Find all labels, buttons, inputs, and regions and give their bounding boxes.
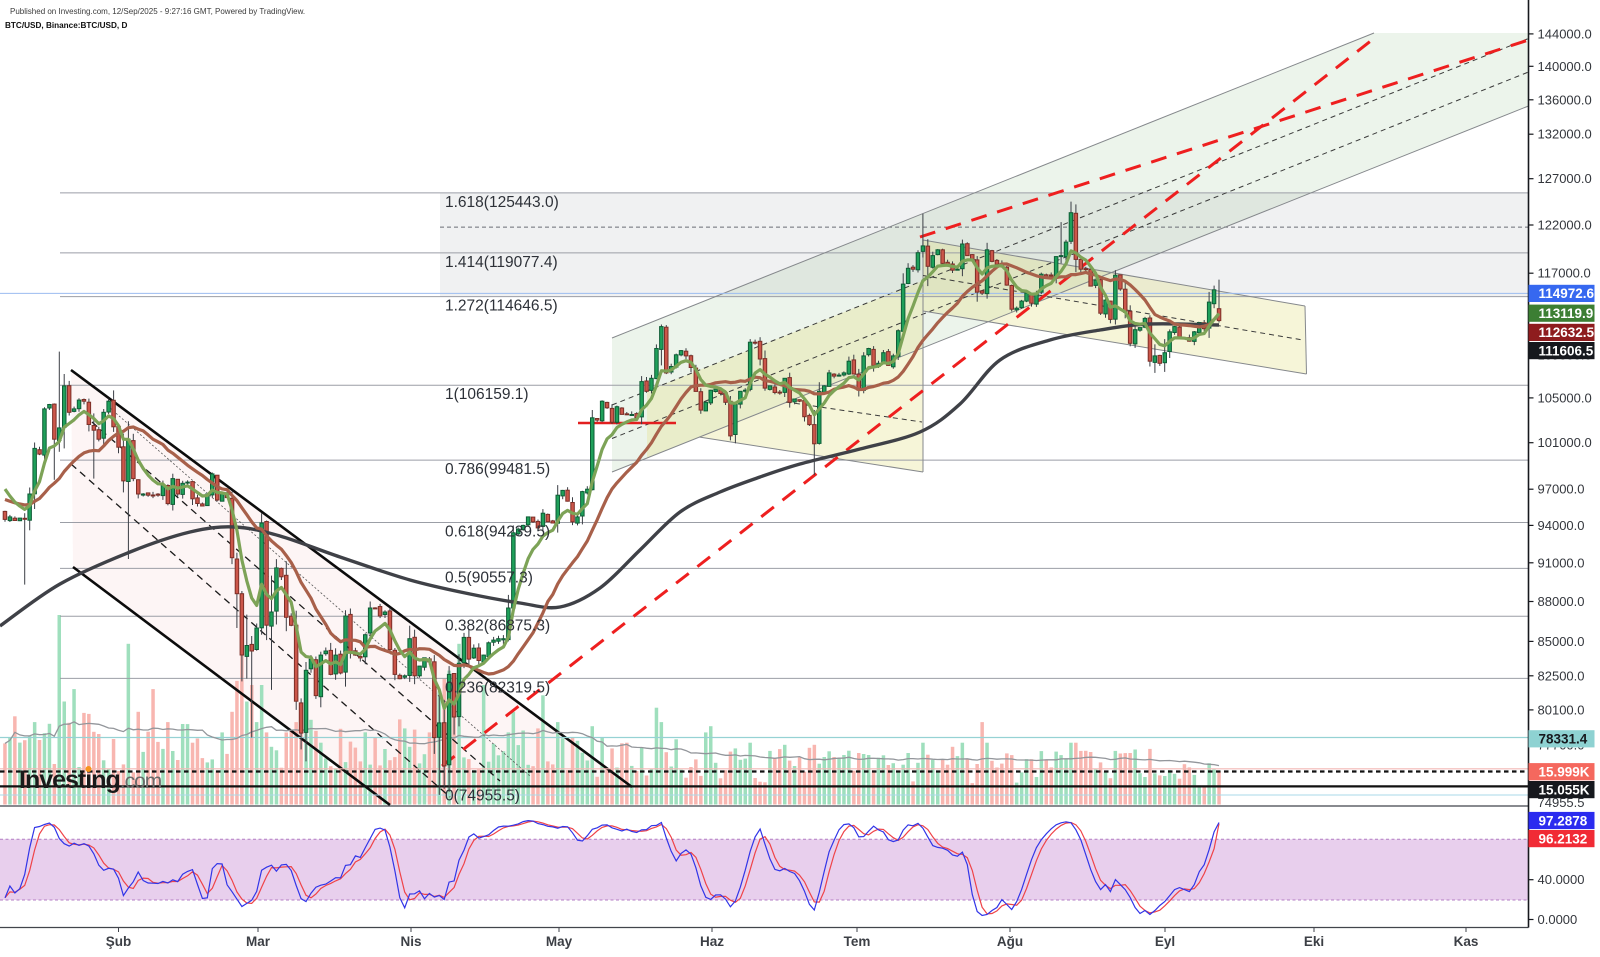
svg-text:105000.0: 105000.0: [1538, 390, 1592, 405]
svg-text:111606.5: 111606.5: [1539, 343, 1594, 358]
svg-text:82500.0: 82500.0: [1538, 668, 1585, 683]
svg-text:Published on Investing.com, 12: Published on Investing.com, 12/Sep/2025 …: [10, 7, 305, 16]
svg-text:0.236(82319.5): 0.236(82319.5): [445, 679, 550, 696]
svg-text:0.618(94239.5): 0.618(94239.5): [445, 524, 550, 541]
svg-text:0.382(86875.3): 0.382(86875.3): [445, 617, 550, 634]
svg-text:97.2878: 97.2878: [1539, 813, 1588, 828]
svg-text:96.2132: 96.2132: [1539, 831, 1588, 846]
svg-text:97000.0: 97000.0: [1538, 482, 1585, 497]
svg-text:101000.0: 101000.0: [1538, 435, 1592, 450]
svg-text:136000.0: 136000.0: [1538, 92, 1592, 107]
svg-text:85000.0: 85000.0: [1538, 634, 1585, 649]
svg-text:BTC/USD, Binance:BTC/USD, D: BTC/USD, Binance:BTC/USD, D: [5, 21, 127, 30]
svg-text:0(74955.5): 0(74955.5): [445, 787, 520, 804]
svg-text:144000.0: 144000.0: [1538, 26, 1592, 41]
svg-text:0.0000: 0.0000: [1538, 912, 1578, 927]
svg-text:78331.4: 78331.4: [1539, 732, 1588, 747]
svg-text:15.055K: 15.055K: [1539, 782, 1590, 797]
svg-text:1.272(114646.5): 1.272(114646.5): [445, 298, 558, 315]
svg-text:15.999K: 15.999K: [1539, 765, 1590, 780]
svg-text:1(106159.1): 1(106159.1): [445, 386, 529, 403]
svg-text:80100.0: 80100.0: [1538, 702, 1585, 717]
svg-text:122000.0: 122000.0: [1538, 218, 1592, 233]
svg-text:114972.6: 114972.6: [1539, 286, 1595, 301]
svg-text:0.786(99481.5): 0.786(99481.5): [445, 461, 550, 478]
svg-text:112632.5: 112632.5: [1539, 325, 1595, 340]
svg-text:Haz: Haz: [700, 934, 724, 949]
svg-text:40.0000: 40.0000: [1538, 872, 1585, 887]
svg-text:Kas: Kas: [1454, 934, 1479, 949]
svg-text:1.414(119077.4): 1.414(119077.4): [445, 254, 558, 271]
svg-text:117000.0: 117000.0: [1538, 266, 1591, 281]
svg-text:132000.0: 132000.0: [1538, 127, 1592, 142]
svg-text:Nis: Nis: [400, 934, 421, 949]
svg-text:91000.0: 91000.0: [1538, 555, 1585, 570]
svg-text:Tem: Tem: [844, 934, 871, 949]
svg-text:Mar: Mar: [246, 934, 271, 949]
svg-text:140000.0: 140000.0: [1538, 59, 1592, 74]
svg-text:Eyl: Eyl: [1155, 934, 1175, 949]
svg-text:94000.0: 94000.0: [1538, 518, 1585, 533]
svg-text:Şub: Şub: [106, 934, 132, 949]
svg-text:113119.9: 113119.9: [1539, 306, 1594, 321]
svg-text:May: May: [546, 934, 573, 949]
svg-text:1.618(125443.0): 1.618(125443.0): [445, 194, 559, 211]
svg-text:Ağu: Ağu: [997, 934, 1023, 949]
svg-text:0.5(90557.3): 0.5(90557.3): [445, 569, 533, 586]
svg-text:127000.0: 127000.0: [1538, 171, 1592, 186]
svg-text:88000.0: 88000.0: [1538, 594, 1585, 609]
svg-text:Eki: Eki: [1304, 934, 1324, 949]
